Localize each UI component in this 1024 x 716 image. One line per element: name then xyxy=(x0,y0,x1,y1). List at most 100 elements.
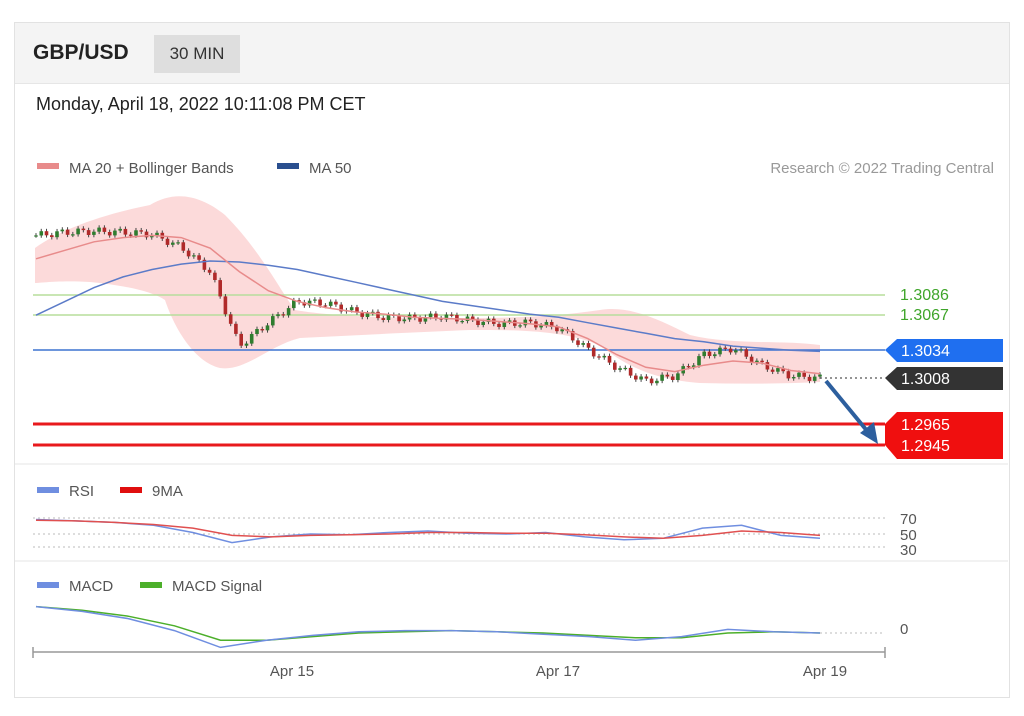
candle-body xyxy=(634,375,638,380)
candle-body xyxy=(723,347,728,349)
candle-body xyxy=(349,307,354,311)
candle-body xyxy=(591,347,596,357)
candle-body xyxy=(202,259,207,270)
candle-body xyxy=(560,329,564,332)
candle-body xyxy=(781,368,785,372)
candle-body xyxy=(749,356,754,363)
candle-body xyxy=(618,368,622,370)
candle-body xyxy=(197,255,201,260)
candle-body xyxy=(313,299,317,301)
x-axis: Apr 15 Apr 17 Apr 19 xyxy=(32,647,886,680)
candle-body xyxy=(597,356,601,358)
candle-body xyxy=(55,231,59,238)
macd-signal-legend-label: MACD Signal xyxy=(172,578,262,595)
current-price-label-bg xyxy=(885,367,1003,390)
candle-body xyxy=(497,323,501,327)
candle-body xyxy=(444,314,449,320)
candle-body xyxy=(39,231,44,236)
candle-body xyxy=(713,354,717,357)
x-tick-apr15: Apr 15 xyxy=(270,663,314,680)
x-tick-apr17: Apr 17 xyxy=(536,663,580,680)
candle-body xyxy=(260,329,265,331)
candle-body xyxy=(728,348,733,353)
rsi-legend-label: RSI xyxy=(69,483,94,500)
candle-body xyxy=(150,235,154,238)
candle-body xyxy=(818,374,822,377)
candle-body xyxy=(218,280,222,297)
candle-body xyxy=(786,371,791,379)
candle-body xyxy=(776,368,780,372)
candle-body xyxy=(797,372,801,377)
macd-legend-swatch xyxy=(37,582,59,588)
candle-body xyxy=(423,317,428,322)
rsi-legend-swatch xyxy=(37,487,59,493)
candle-body xyxy=(271,316,275,326)
candle-body xyxy=(697,356,701,366)
candle-body xyxy=(613,362,617,370)
target-label-bg xyxy=(885,412,1003,459)
candle-body xyxy=(213,272,217,280)
candle-body xyxy=(286,308,291,316)
candle-body xyxy=(223,296,228,315)
resistance-label-2: 1.3067 xyxy=(900,307,949,324)
candle-body xyxy=(544,322,549,326)
candle-body xyxy=(460,321,464,323)
rsi-label-50: 50 xyxy=(900,527,917,544)
candle-body xyxy=(334,301,338,305)
main-legend: MA 20 + Bollinger Bands MA 50 Research ©… xyxy=(37,160,994,177)
candle-body xyxy=(481,321,485,325)
macd-signal-legend-swatch xyxy=(140,582,162,588)
candle-body xyxy=(744,349,749,357)
candle-body xyxy=(470,316,475,320)
candle-body xyxy=(807,376,812,381)
candle-body xyxy=(555,327,559,332)
candle-body xyxy=(791,377,796,379)
currency-pair-title: GBP/USD xyxy=(33,41,129,64)
copyright-label: Research © 2022 Trading Central xyxy=(770,160,994,177)
timeframe-badge[interactable]: 30 MIN xyxy=(154,35,240,73)
candle-body xyxy=(428,313,433,318)
candle-body xyxy=(402,319,407,322)
candle-body xyxy=(276,314,280,317)
target-label-2: 1.2945 xyxy=(901,438,950,455)
candle-body xyxy=(228,314,233,324)
candle-body xyxy=(244,343,249,346)
chart-card: GBP/USD 30 MIN Monday, April 18, 2022 10… xyxy=(14,22,1010,698)
candle-body xyxy=(76,228,80,235)
pivot-label: 1.3034 xyxy=(901,343,950,360)
candle-body xyxy=(586,343,591,348)
candle-body xyxy=(71,234,75,236)
candle-body xyxy=(691,365,696,367)
candle-body xyxy=(434,313,438,319)
resistance-label-1: 1.3086 xyxy=(900,287,949,304)
chart-datetime: Monday, April 18, 2022 10:11:08 PM CET xyxy=(36,94,366,114)
rsi-line xyxy=(35,518,821,544)
rsi-label-70: 70 xyxy=(900,511,917,528)
candle-body xyxy=(518,325,522,327)
candle-body xyxy=(123,228,128,235)
candle-body xyxy=(128,234,133,236)
candle-body xyxy=(397,315,401,322)
rsi-9ma-legend-label: 9MA xyxy=(152,483,183,500)
candle-body xyxy=(176,242,180,244)
macd-zero-label: 0 xyxy=(900,621,908,638)
candle-body xyxy=(323,305,328,307)
candle-body xyxy=(249,334,254,344)
candle-body xyxy=(265,325,270,331)
candle-body xyxy=(281,314,286,316)
candle-body xyxy=(355,307,359,313)
ma50-line xyxy=(35,260,821,353)
candle-body xyxy=(660,374,664,381)
candle-body xyxy=(44,231,49,236)
candle-body xyxy=(186,250,191,257)
x-tick-apr19: Apr 19 xyxy=(803,663,847,680)
candle-body xyxy=(371,311,375,314)
candle-body xyxy=(639,376,643,380)
candle-body xyxy=(360,312,364,317)
candle-body xyxy=(318,299,322,306)
candle-body xyxy=(234,323,238,334)
current-price-label: 1.3008 xyxy=(901,371,950,388)
pivot-label-bg xyxy=(885,339,1003,362)
macd-line xyxy=(35,605,821,649)
candle-body xyxy=(339,304,343,312)
